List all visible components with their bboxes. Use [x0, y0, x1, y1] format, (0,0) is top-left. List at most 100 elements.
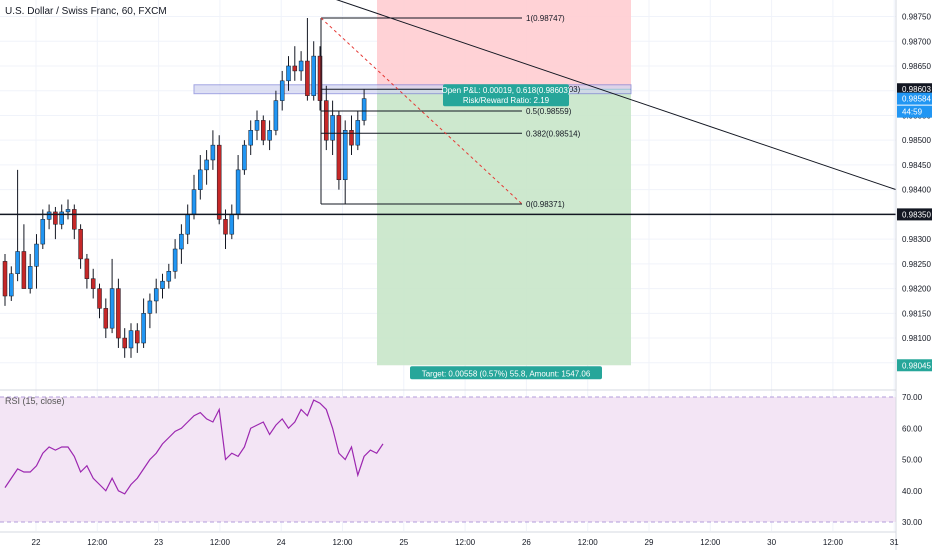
candle-body — [122, 337, 127, 349]
y-tick-label: 0.98450 — [902, 161, 931, 170]
rsi-layer — [0, 389, 896, 523]
y-tick-label: 0.98400 — [902, 186, 931, 195]
candle-body — [97, 288, 102, 309]
candle-body — [109, 288, 115, 329]
candle-body — [191, 189, 197, 215]
candles-layer — [2, 18, 367, 358]
candle-body — [2, 261, 8, 297]
x-tick-label: 22 — [32, 538, 41, 547]
candle-body — [9, 273, 14, 297]
candle-body — [46, 211, 52, 220]
candle-body — [324, 100, 329, 141]
candle-body — [273, 100, 279, 131]
x-tick-label: 30 — [767, 538, 776, 547]
position-info-box — [443, 84, 569, 107]
x-tick-label: 12:00 — [332, 538, 353, 547]
candle-body — [116, 288, 121, 339]
candle-body — [153, 288, 159, 302]
y-tick-label: 0.98200 — [902, 285, 931, 294]
fib-level-label: 0(0.98371) — [526, 200, 565, 209]
x-tick-label: 12:00 — [700, 538, 721, 547]
take-profit-zone — [377, 89, 631, 366]
candle-body — [135, 330, 140, 344]
fib-diagonal — [320, 17, 523, 205]
level-price-label-bg — [897, 208, 932, 221]
candle-body — [15, 251, 20, 275]
candle-body — [342, 130, 348, 181]
candle-body — [267, 130, 272, 141]
candle-body — [78, 228, 83, 260]
target-price-label-bg — [897, 359, 932, 372]
candle-body — [330, 115, 335, 141]
y-tick-label: 0.98500 — [902, 136, 931, 145]
fib-level-label: 1(0.98747) — [526, 14, 565, 23]
candle-body — [27, 266, 33, 289]
target-info-label: Target: 0.00558 (0.57%) 55.8, Amount: 15… — [422, 369, 591, 378]
y-axis-background — [896, 0, 932, 550]
target-price-label: 0.98045 — [902, 361, 931, 370]
candle-body — [292, 65, 298, 72]
risk-reward-label: Risk/Reward Ratio: 2.19 — [463, 96, 550, 105]
x-tick-label: 25 — [399, 538, 408, 547]
candle-body — [254, 120, 260, 131]
current-price-label-bg — [897, 92, 932, 105]
x-tick-label: 12:00 — [823, 538, 844, 547]
candle-body — [317, 55, 323, 101]
candle-body — [141, 313, 146, 344]
drawings-layer: 1(0.98747)0.618(0.98603)0.5(0.98559)0.38… — [0, 0, 897, 380]
chart-title: U.S. Dollar / Swiss Franc, 60, FXCM — [5, 6, 167, 17]
candle-body — [166, 271, 172, 282]
y-tick-label: 0.98100 — [902, 334, 931, 343]
candle-body — [34, 243, 39, 267]
x-tick-label: 12:00 — [455, 538, 476, 547]
candle-body — [229, 214, 235, 235]
y-tick-label: 0.98300 — [902, 235, 931, 244]
candle-body — [261, 120, 266, 141]
fib-level-label: 0.382(0.98514) — [526, 129, 581, 138]
candle-body — [179, 233, 184, 250]
position-info-line1: Open P&L: 0.00019, 0.618(0.98603) — [442, 86, 571, 95]
candle-body — [242, 144, 247, 171]
target-info-box — [410, 366, 602, 380]
candle-body — [336, 115, 342, 181]
rsi-tick-label: 30.00 — [902, 518, 923, 527]
fib-level-label: 0.5(0.98559) — [526, 107, 572, 116]
candle-body — [349, 130, 354, 146]
candle-body — [53, 211, 58, 225]
candle-body — [103, 308, 109, 329]
x-tick-label: 12:00 — [578, 538, 599, 547]
rsi-tick-label: 40.00 — [902, 487, 923, 496]
candle-body — [298, 60, 304, 72]
y-tick-label: 0.98650 — [902, 62, 931, 71]
candle-countdown-label: 44:59 — [902, 108, 923, 117]
rsi-band — [0, 397, 896, 522]
candle-body — [198, 169, 203, 190]
candle-body — [65, 209, 71, 213]
candle-body — [185, 214, 190, 235]
open-price-label: 0.98603 — [902, 85, 931, 94]
candle-body — [172, 248, 178, 272]
rsi-tick-label: 60.00 — [902, 424, 923, 433]
y-tick-label: 0.98700 — [902, 37, 931, 46]
candle-body — [90, 278, 96, 289]
candle-body — [40, 219, 46, 245]
rsi-legend: RSI (15, close) — [5, 396, 65, 406]
candle-body — [128, 330, 134, 349]
rsi-tick-label: 50.00 — [902, 456, 923, 465]
x-tick-label: 23 — [154, 538, 163, 547]
candle-body — [204, 159, 209, 171]
x-tick-label: 26 — [522, 538, 531, 547]
candle-body — [305, 60, 310, 96]
candle-body — [223, 219, 228, 235]
x-tick-label: 29 — [645, 538, 654, 547]
rsi-tick-label: 70.00 — [902, 393, 923, 402]
rsi-line — [4, 399, 384, 495]
candle-body — [361, 98, 367, 121]
candle-body — [72, 209, 77, 230]
candle-body — [160, 280, 165, 289]
candle-body — [84, 258, 90, 279]
open-price-label-bg — [897, 83, 932, 96]
